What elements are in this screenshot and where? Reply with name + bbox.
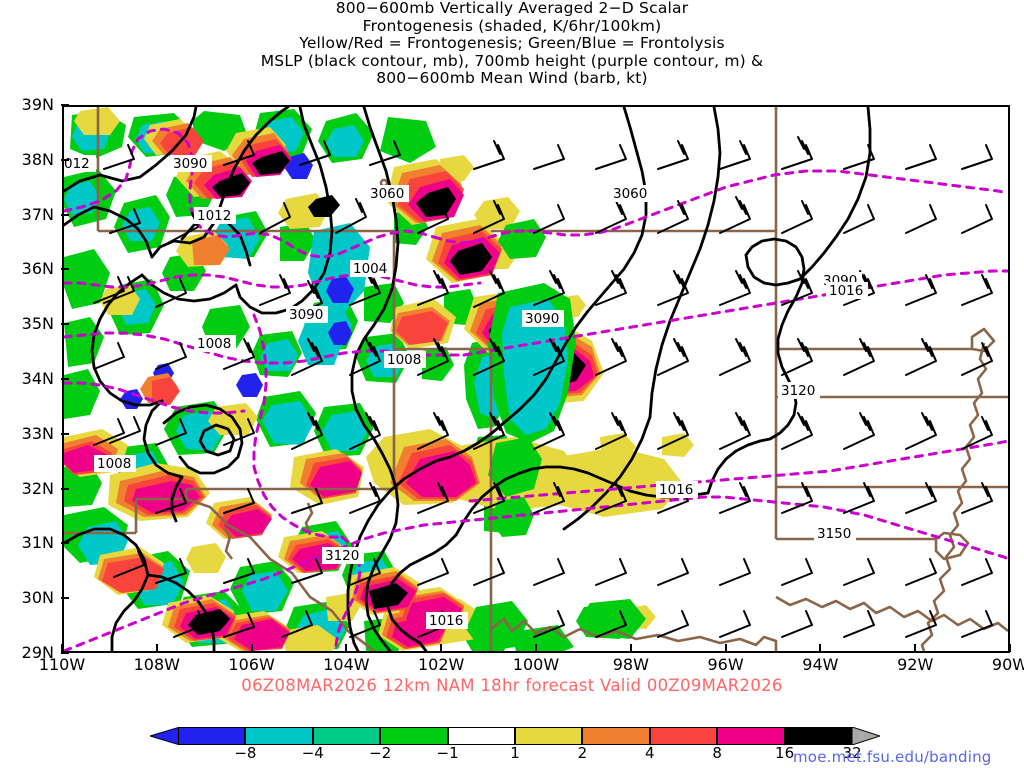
lat-label-31n: 31N [21,533,54,553]
map-plot-area[interactable]: 012 3090 1012 3060 3060 1004 309 [62,105,1010,653]
colorbar-tick-label: −8 [234,744,257,762]
colorbar-tick-label: −2 [369,744,392,762]
lat-tick [61,268,69,271]
lat-tick [61,652,69,654]
site-watermark: moe.met.fsu.edu/banding [793,748,992,766]
svg-text:3090: 3090 [289,307,323,323]
svg-text:1008: 1008 [97,456,131,472]
lon-tick [345,644,348,652]
title-line-5: 800−600mb Mean Wind (barb, kt) [376,69,648,87]
colorbar-segment [784,727,852,745]
svg-text:1004: 1004 [353,261,387,277]
svg-text:3060: 3060 [613,186,647,202]
title-line-4: MSLP (black contour, mb), 700mb height (… [260,51,764,70]
svg-text:3090: 3090 [525,311,559,327]
title-line-1: 800−600mb Vertically Averaged 2−D Scalar [335,0,689,17]
lon-tick [155,644,158,652]
svg-text:1016: 1016 [829,283,863,299]
colorbar-segment [245,727,313,745]
lon-label-102w: 102W [418,655,465,674]
lat-tick [61,487,69,490]
lat-tick [61,542,69,545]
title-line-3: Yellow/Red = Frontogenesis; Green/Blue =… [299,34,725,52]
lon-label-104w: 104W [323,655,370,674]
colorbar-tick-label: 8 [712,744,722,762]
lat-tick [61,432,69,435]
colorbar-segment [649,727,718,745]
lat-tick [61,597,69,600]
svg-text:1008: 1008 [197,336,231,352]
lon-tick [724,644,727,652]
svg-text:1012: 1012 [197,208,231,224]
colorbar-segment [380,727,448,745]
lon-tick [535,644,537,652]
lat-label-29n: 29N [21,643,54,662]
lon-label-108w: 108W [133,655,180,674]
lon-label-110w: 110W [38,655,86,674]
svg-text:3120: 3120 [325,548,359,564]
lon-label-96w: 96W [707,655,744,674]
svg-text:1016: 1016 [429,613,463,629]
colorbar-segment [515,727,583,745]
colorbar-tick-label: 32 [842,744,862,762]
colorbar-tick-label: 16 [775,744,795,762]
lon-label-90w: 90W [991,655,1024,674]
lat-label-33n: 33N [21,423,54,443]
colorbar-segment [447,727,515,745]
colorbar-ticks: −8 −4 −2 −1 1 2 4 8 16 32 [150,744,880,764]
colorbar-segment [312,727,381,745]
forecast-caption: 06Z08MAR2026 12km NAM 18hr forecast Vali… [241,676,783,695]
svg-text:3060: 3060 [370,186,404,202]
lat-label-34n: 34N [21,369,54,388]
title-line-2: Frontogenesis (shaded, K/6hr/100km) [362,16,662,35]
lat-label-35n: 35N [21,314,54,334]
lon-label-106w: 106W [228,655,275,674]
svg-text:012: 012 [64,156,90,172]
lon-tick [819,644,822,652]
lat-label-36n: 36N [21,259,54,279]
lat-tick [61,213,69,216]
svg-text:3090: 3090 [173,156,207,172]
svg-text:3120: 3120 [781,383,815,399]
map-canvas: 012 3090 1012 3060 3060 1004 309 [64,107,1008,651]
svg-text:1008: 1008 [387,352,421,368]
lat-tick [61,158,69,161]
lon-tick [629,644,632,652]
colorbar [148,726,882,746]
lon-tick [1009,644,1011,652]
colorbar-tick-label: 1 [510,744,520,762]
chart-title: 800−600mb Vertically Averaged 2−D Scalar… [0,0,1024,88]
colorbar-tick-label: −1 [436,744,459,762]
colorbar-tick-label: 4 [645,744,655,762]
lat-label-37n: 37N [21,204,54,224]
svg-text:1016: 1016 [659,482,693,498]
colorbar-under-arrow [148,726,181,746]
lon-label-94w: 94W [802,655,839,674]
map-svg: 012 3090 1012 3060 3060 1004 309 [64,107,1008,651]
colorbar-segment [178,727,246,745]
lon-tick [440,644,443,652]
lon-tick [61,644,63,652]
lat-tick [61,378,69,380]
colorbar-tick-label: 2 [577,744,588,762]
colorbar-segment [717,727,785,745]
colorbar-tick-label: −4 [301,744,324,762]
contour-labels: 012 3090 1012 3060 3060 1004 309 [64,155,868,629]
lon-label-92w: 92W [897,655,934,674]
lat-label-30n: 30N [21,588,54,608]
lon-label-100w: 100W [512,655,560,674]
lon-tick [914,644,917,652]
colorbar-segment [582,727,650,745]
lat-label-38n: 38N [21,149,54,169]
colorbar-over-arrow [851,726,882,746]
mslp-contours [64,107,872,651]
svg-text:3150: 3150 [817,526,851,542]
lat-label-39n: 39N [21,95,54,114]
lon-label-98w: 98W [612,655,649,674]
lat-label-32n: 32N [21,478,54,498]
lon-tick [250,644,253,652]
lat-tick [61,323,69,326]
lat-tick [61,104,69,106]
